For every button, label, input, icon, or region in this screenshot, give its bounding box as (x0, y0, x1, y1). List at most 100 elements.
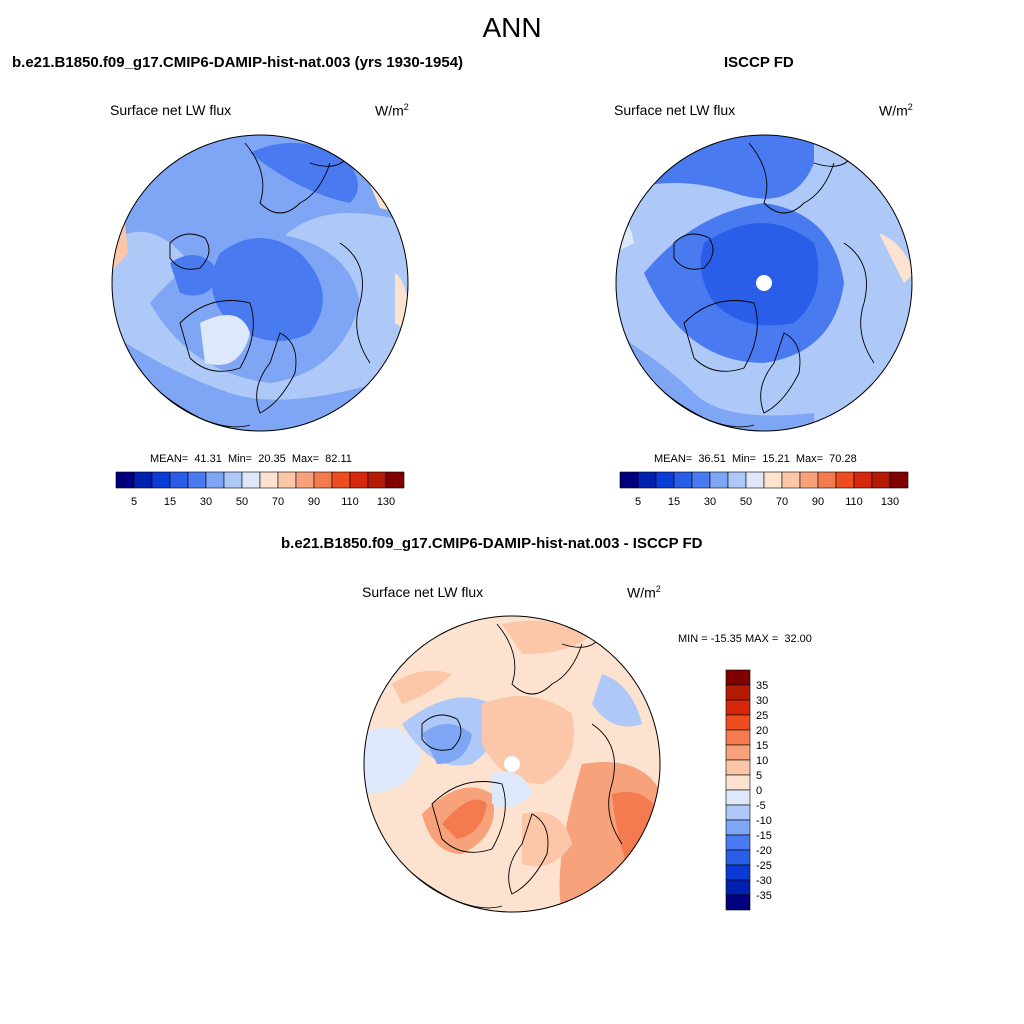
colorbar-swatch (673, 471, 693, 489)
colorbar-tick-label: 130 (377, 496, 395, 508)
colorbar-tick-label: 15 (164, 496, 176, 508)
variable-label-obs: Surface net LW flux (614, 102, 736, 118)
variable-label-diff: Surface net LW flux (362, 584, 484, 600)
colorbar-swatch (725, 894, 751, 911)
colorbar-tick-label: -25 (756, 860, 772, 872)
colorbar-swatch (725, 774, 751, 791)
colorbar-tick-label: 15 (668, 496, 680, 508)
colorbar-tick-label: 30 (756, 695, 768, 707)
colorbar-swatch (169, 471, 189, 489)
colorbar-swatch (853, 471, 873, 489)
colorbar-swatch (349, 471, 369, 489)
colorbar-swatch (725, 669, 751, 686)
colorbar-swatch (725, 729, 751, 746)
colorbar-tick-label: 90 (812, 496, 824, 508)
colorbar-swatch (817, 471, 837, 489)
colorbar-swatch (871, 471, 891, 489)
colorbar-swatch (133, 471, 153, 489)
panel-title-obs: ISCCP FD (724, 54, 794, 71)
colorbar-tick-label: 15 (756, 740, 768, 752)
colorbar-swatch (187, 471, 207, 489)
colorbar-swatch (259, 471, 279, 489)
colorbar-tick-label: -20 (756, 845, 772, 857)
polar-map-obs (615, 134, 913, 432)
variable-label-model: Surface net LW flux (110, 102, 232, 118)
colorbar-swatch (115, 471, 135, 489)
colorbar-swatch (277, 471, 297, 489)
colorbar-swatch (385, 471, 405, 489)
colorbar-tick-label: -5 (756, 800, 766, 812)
colorbar-ticks-model: 5 15 30 50 70 90 110 130 (131, 496, 395, 508)
colorbar-tick-label: 30 (200, 496, 212, 508)
colorbar-tick-label: 70 (272, 496, 284, 508)
colorbar-swatch (725, 759, 751, 776)
colorbar-swatch (709, 471, 729, 489)
colorbar-ticks-obs: 5 15 30 50 70 90 110 130 (635, 496, 899, 508)
colorbar-swatch (223, 471, 243, 489)
stats-model: MEAN= 41.31 Min= 20.35 Max= 82.11 (150, 453, 352, 465)
colorbar-tick-label: 30 (704, 496, 716, 508)
colorbar-swatch (725, 699, 751, 716)
unit-label-diff: W/m2 (627, 584, 661, 601)
panel-title-diff: b.e21.B1850.f09_g17.CMIP6-DAMIP-hist-nat… (281, 535, 703, 552)
unit-label-model: W/m2 (375, 102, 409, 119)
colorbar-tick-label: 35 (756, 680, 768, 692)
colorbar-swatch (725, 744, 751, 761)
colorbar-swatch (151, 471, 171, 489)
colorbar-swatch (241, 471, 261, 489)
colorbar-tick-label: 5 (756, 770, 762, 782)
colorbar-tick-label: 70 (776, 496, 788, 508)
colorbar-swatch (725, 804, 751, 821)
colorbar-swatch (725, 819, 751, 836)
colorbar-swatches-obs (619, 471, 909, 489)
figure-title: ANN (482, 12, 542, 43)
colorbar-swatch (745, 471, 765, 489)
colorbar-diff: 35 30 25 20 15 10 5 0 -5 -10 -15 -20 -25 -30 -35 (725, 669, 772, 911)
colorbar-swatch (727, 471, 747, 489)
colorbar-tick-label: 90 (308, 496, 320, 508)
colorbar-swatch (725, 714, 751, 731)
colorbar-tick-label: 5 (131, 496, 137, 508)
colorbar-swatch (725, 864, 751, 881)
colorbar-tick-label: 0 (756, 785, 762, 797)
polar-map-diff (363, 615, 661, 913)
colorbar-swatch (637, 471, 657, 489)
colorbar-swatch (619, 471, 639, 489)
colorbar-swatch (691, 471, 711, 489)
colorbar-swatch (725, 684, 751, 701)
colorbar-swatch (725, 789, 751, 806)
stats-obs: MEAN= 36.51 Min= 15.21 Max= 70.28 (654, 453, 857, 465)
colorbar-swatch (313, 471, 333, 489)
colorbar-tick-label: -35 (756, 890, 772, 902)
colorbar-swatch (799, 471, 819, 489)
colorbar-swatch (655, 471, 675, 489)
colorbar-tick-label: 25 (756, 710, 768, 722)
colorbar-swatch (367, 471, 387, 489)
colorbar-tick-label: 10 (756, 755, 768, 767)
colorbar-swatch (781, 471, 801, 489)
colorbar-obs: 5 15 30 50 70 90 110 130 (619, 471, 909, 508)
colorbar-tick-label: 20 (756, 725, 768, 737)
stats-diff: MIN = -15.35 MAX = 32.00 (678, 633, 812, 645)
colorbar-swatch (725, 834, 751, 851)
colorbar-swatch (889, 471, 909, 489)
polar-map-model (111, 134, 409, 432)
colorbar-swatch (295, 471, 315, 489)
colorbar-swatch (763, 471, 783, 489)
panel-title-model: b.e21.B1850.f09_g17.CMIP6-DAMIP-hist-nat… (12, 54, 464, 71)
colorbar-swatch (725, 849, 751, 866)
colorbar-tick-label: 5 (635, 496, 641, 508)
colorbar-tick-label: 130 (881, 496, 899, 508)
colorbar-swatch (331, 471, 351, 489)
colorbar-model: 5 15 30 50 70 90 110 130 (115, 471, 405, 508)
colorbar-swatch (205, 471, 225, 489)
colorbar-tick-label: -15 (756, 830, 772, 842)
colorbar-tick-label: 110 (845, 496, 863, 508)
colorbar-tick-label: -30 (756, 875, 772, 887)
colorbar-tick-label: 110 (341, 496, 359, 508)
colorbar-tick-label: 50 (740, 496, 752, 508)
colorbar-swatch (835, 471, 855, 489)
colorbar-swatches-model (115, 471, 405, 489)
colorbar-tick-label: -10 (756, 815, 772, 827)
colorbar-swatches-diff (725, 669, 751, 911)
